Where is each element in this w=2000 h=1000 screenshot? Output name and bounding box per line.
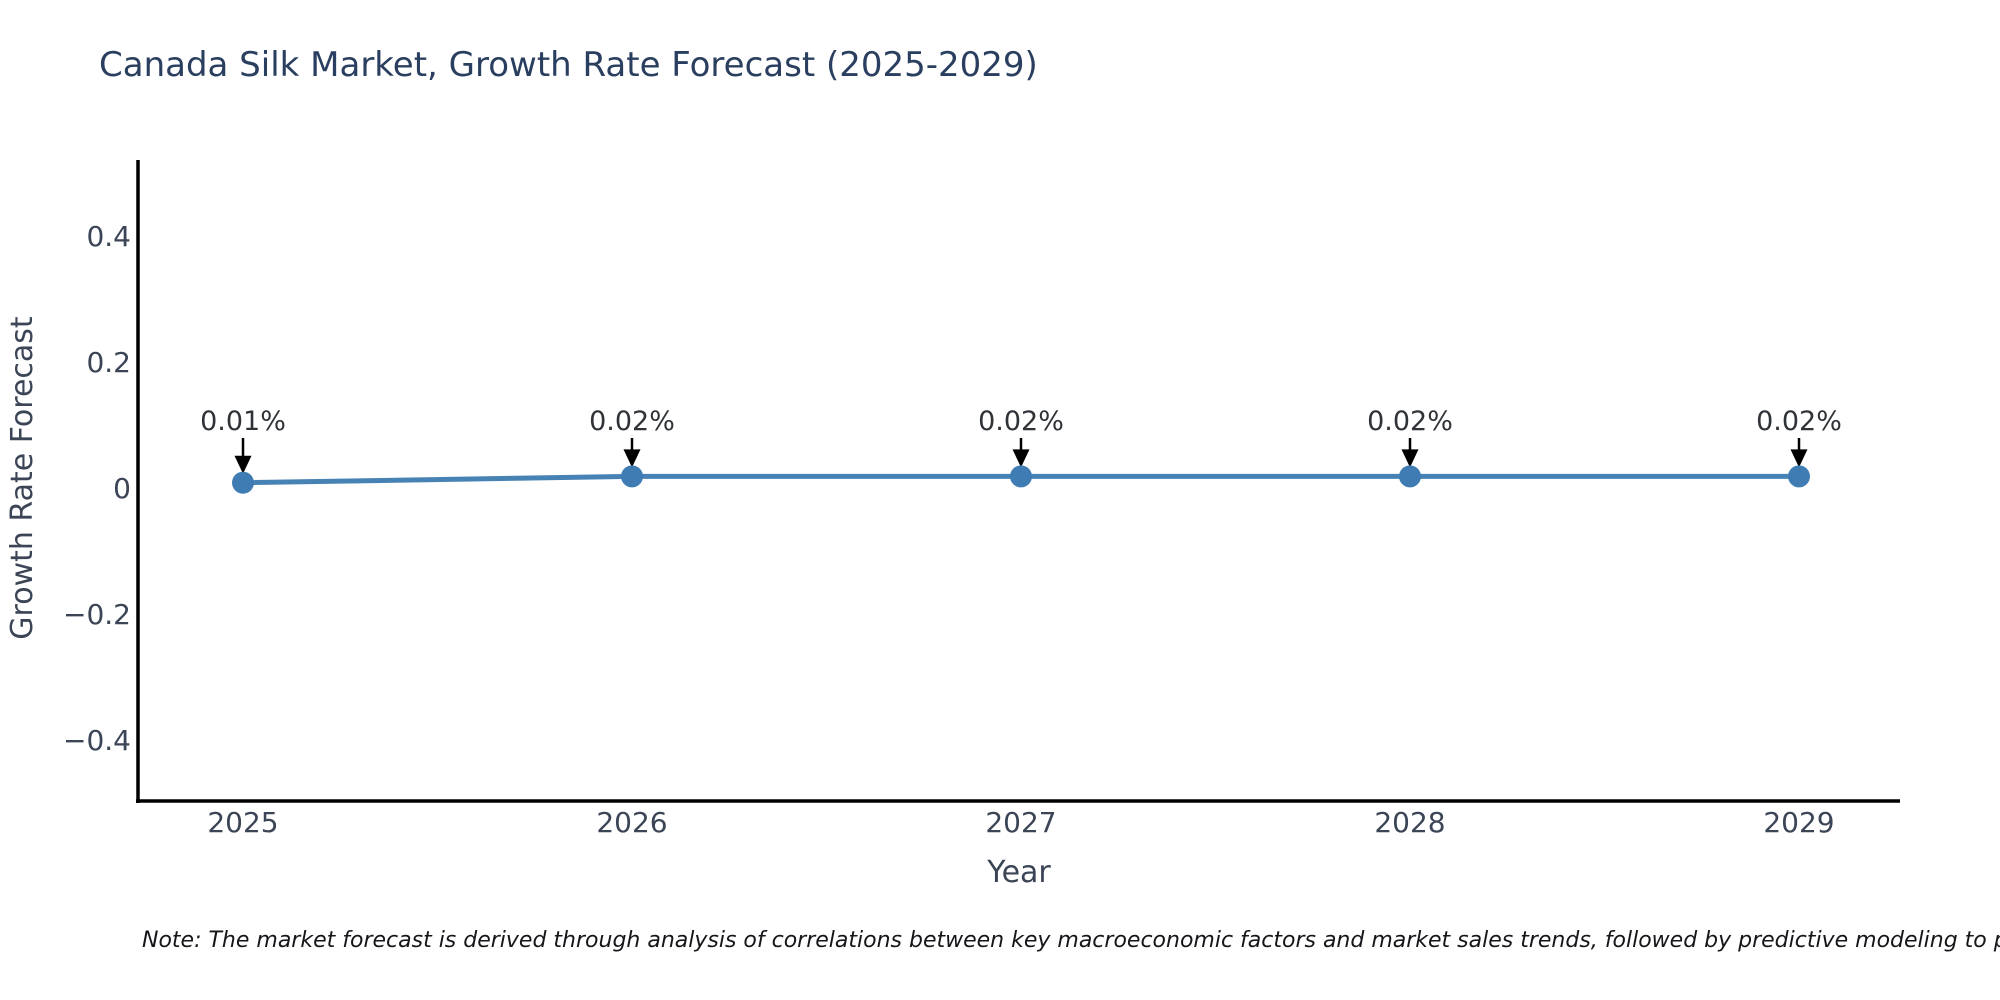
x-tick-label: 2027 — [985, 806, 1057, 839]
x-tick-label: 2026 — [596, 806, 668, 839]
x-tick-label: 2029 — [1763, 806, 1835, 839]
x-axis-title: Year — [987, 855, 1051, 890]
annotation-arrowhead-icon — [1012, 449, 1030, 468]
data-point-marker — [1010, 465, 1032, 488]
x-tick-label: 2028 — [1374, 806, 1446, 839]
data-point-marker — [621, 465, 643, 488]
annotation-arrowhead-icon — [1790, 449, 1808, 468]
data-point-value-label: 0.02% — [1367, 406, 1453, 437]
y-axis-title: Growth Rate Forecast — [5, 316, 40, 640]
annotation-arrowhead-icon — [1401, 449, 1419, 468]
data-point-value-label: 0.01% — [200, 406, 286, 437]
y-tick-label: 0.4 — [86, 220, 131, 253]
data-point-value-label: 0.02% — [589, 406, 675, 437]
data-point-marker — [232, 471, 254, 494]
y-tick-label: −0.4 — [63, 724, 131, 757]
data-point-value-label: 0.02% — [1756, 406, 1842, 437]
chart-title: Canada Silk Market, Growth Rate Forecast… — [99, 45, 1038, 85]
annotation-arrowhead-icon — [623, 449, 641, 468]
y-tick-label: 0 — [113, 472, 131, 505]
y-tick-label: 0.2 — [86, 346, 131, 379]
y-tick-label: −0.2 — [63, 598, 131, 631]
data-point-value-label: 0.02% — [978, 406, 1064, 437]
annotation-arrowhead-icon — [234, 455, 252, 474]
x-tick-label: 2025 — [207, 806, 279, 839]
data-point-marker — [1788, 465, 1810, 488]
data-point-marker — [1399, 465, 1421, 488]
footnote: Note: The market forecast is derived thr… — [142, 928, 2000, 953]
